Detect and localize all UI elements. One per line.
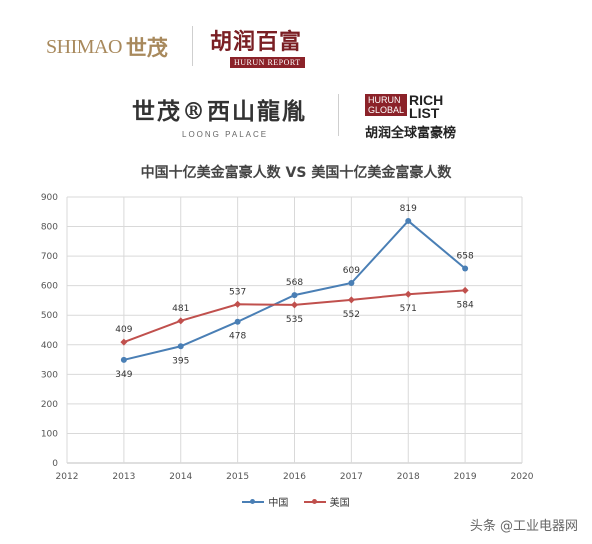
data-point-china (405, 217, 412, 224)
data-point-china (177, 343, 184, 350)
x-tick-label: 2020 (511, 472, 534, 482)
shimao-logo: SHIMAO 世茂 (46, 32, 168, 62)
rich-box-line2: GLOBAL (368, 105, 405, 115)
x-tick-label: 2014 (169, 472, 192, 482)
rich-word1: RICH (409, 92, 444, 108)
y-tick-label: 200 (41, 400, 58, 410)
data-point-usa (177, 317, 185, 325)
y-tick-label: 900 (41, 193, 58, 203)
data-point-china (291, 292, 298, 299)
header-logos: SHIMAO 世茂 胡润百富 HURUN REPORT (0, 18, 592, 68)
hurun-logo-en: HURUN REPORT (230, 57, 305, 68)
data-label: 658 (457, 252, 474, 262)
y-tick-label: 600 (41, 282, 58, 292)
chart-legend: 中国 美国 (0, 494, 592, 509)
x-tick-label: 2019 (454, 472, 477, 482)
hurun-logo-cn: 胡润百富 (210, 30, 303, 55)
data-point-usa (461, 286, 469, 294)
x-tick-label: 2012 (56, 472, 79, 482)
data-label: 478 (229, 332, 246, 342)
loong-palace-cn: 世茂®西山龍胤 (132, 98, 307, 125)
x-tick-label: 2016 (283, 472, 306, 482)
sponsor-logos: 世茂®西山龍胤 LOONG PALACE HURUN GLOBAL RICH L… (0, 92, 592, 142)
hurun-rich-list-logo: HURUN GLOBAL RICH LIST 胡润全球富豪榜 (365, 92, 457, 141)
legend-item-usa: 美国 (303, 494, 350, 509)
data-label: 552 (343, 310, 360, 320)
data-label: 535 (286, 315, 303, 325)
data-label: 568 (286, 278, 303, 288)
data-label: 819 (400, 204, 417, 214)
data-point-usa (291, 301, 298, 309)
rich-list-words: RICH LIST (409, 92, 444, 121)
data-point-usa (234, 300, 242, 308)
watermark: 头条 @工业电器网 (469, 519, 578, 534)
header-divider (192, 26, 193, 66)
data-point-china (234, 318, 241, 325)
hurun-logo: 胡润百富 HURUN REPORT (210, 24, 305, 68)
y-tick-label: 700 (41, 252, 58, 262)
data-label: 395 (172, 356, 189, 366)
shimao-logo-cn: 世茂 (125, 35, 168, 60)
y-tick-label: 800 (41, 223, 58, 233)
data-label: 609 (343, 266, 360, 276)
rich-box-line1: HURUN (368, 95, 401, 105)
data-point-china (348, 280, 355, 287)
data-point-usa (120, 338, 128, 346)
y-tick-label: 300 (41, 370, 58, 380)
data-label: 481 (172, 304, 189, 314)
shimao-logo-en: SHIMAO (46, 35, 122, 58)
data-label: 584 (457, 300, 474, 310)
y-tick-label: 400 (41, 341, 58, 351)
data-point-china (120, 356, 127, 363)
y-tick-label: 100 (41, 429, 58, 439)
data-point-usa (404, 290, 412, 298)
data-point-china (462, 265, 469, 272)
loong-palace-en: LOONG PALACE (182, 130, 269, 139)
data-point-usa (347, 296, 355, 304)
rich-word2: LIST (409, 105, 440, 121)
data-label: 537 (229, 287, 246, 297)
data-label: 409 (115, 325, 132, 335)
x-tick-label: 2015 (226, 472, 249, 482)
rich-list-box: HURUN GLOBAL (365, 94, 408, 116)
data-label: 349 (115, 370, 132, 380)
loong-palace-logo: 世茂®西山龍胤 LOONG PALACE (132, 92, 307, 139)
legend-swatch-china (242, 498, 265, 504)
x-tick-label: 2018 (397, 472, 420, 482)
legend-label-china: 中国 (268, 498, 289, 509)
x-tick-label: 2017 (340, 472, 363, 482)
legend-item-china: 中国 (242, 494, 288, 509)
y-tick-label: 500 (41, 311, 58, 321)
y-tick-label: 0 (52, 459, 58, 469)
chart-title: 中国十亿美金富豪人数 VS 美国十亿美金富豪人数 (140, 165, 452, 181)
rich-list-cn: 胡润全球富豪榜 (365, 126, 457, 141)
data-label: 571 (400, 304, 417, 314)
legend-label-usa: 美国 (329, 498, 350, 509)
logo-divider (338, 94, 339, 136)
x-tick-label: 2013 (112, 472, 135, 482)
legend-swatch-usa (303, 498, 326, 504)
